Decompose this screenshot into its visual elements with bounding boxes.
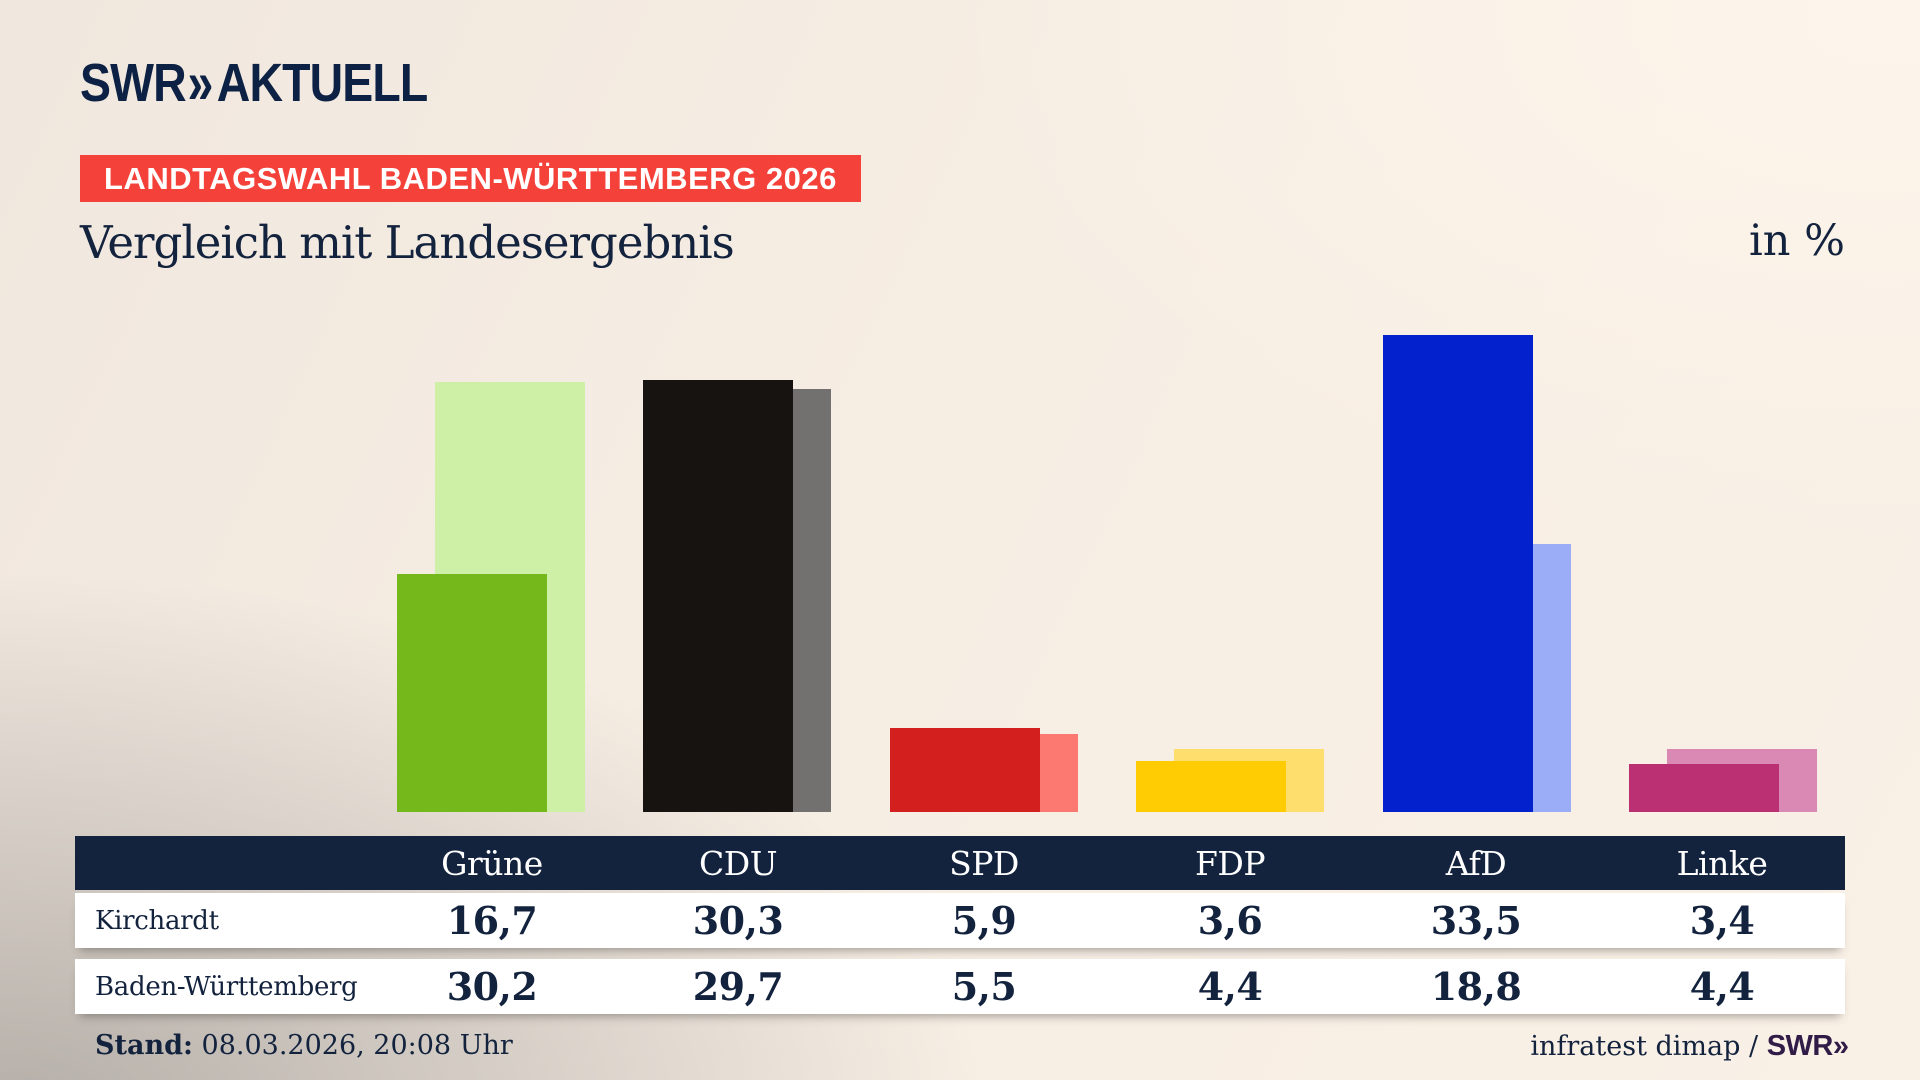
- column-header-spd: SPD: [949, 843, 1019, 883]
- column-header-fdp: FDP: [1194, 843, 1266, 883]
- logo-brand-text: SWR: [80, 53, 187, 113]
- bar-kirchardt-spd: [890, 728, 1040, 812]
- timestamp: Stand: 08.03.2026, 20:08 Uhr: [95, 1030, 513, 1061]
- swr-aktuell-logo: SWR» AKTUELL: [80, 49, 429, 116]
- footer: Stand: 08.03.2026, 20:08 Uhr infratest d…: [75, 1030, 1849, 1072]
- bar-kirchardt-gr-ne: [397, 574, 547, 812]
- value-kirchardt-fdp: 3,6: [1197, 898, 1263, 943]
- value-kirchardt-cdu: 30,3: [692, 898, 784, 943]
- source-brand: SWR»: [1766, 1030, 1849, 1062]
- table-row-baden-wuerttemberg: Baden-Württemberg 30,2 29,7 5,5 4,4 18,8…: [75, 959, 1845, 1014]
- value-kirchardt-spd: 5,9: [951, 898, 1017, 943]
- table-row-kirchardt: Kirchardt 16,7 30,3 5,9 3,6 33,5 3,4: [75, 893, 1845, 948]
- table-header-row: Grüne CDU SPD FDP AfD Linke: [75, 836, 1845, 890]
- source-text: infratest dimap /: [1530, 1031, 1767, 1062]
- value-kirchardt-afd: 33,5: [1430, 898, 1522, 943]
- value-bw-afd: 18,8: [1430, 964, 1522, 1009]
- source-brand-text: SWR: [1766, 1030, 1834, 1062]
- value-bw-gruene: 30,2: [446, 964, 538, 1009]
- stand-label: Stand:: [95, 1030, 193, 1061]
- value-bw-spd: 5,5: [951, 964, 1017, 1009]
- election-badge: LANDTAGSWAHL BADEN-WÜRTTEMBERG 2026: [80, 155, 861, 202]
- column-header-cdu: CDU: [698, 843, 778, 883]
- logo-title-text: AKTUELL: [216, 53, 429, 113]
- page-title: Vergleich mit Landesergebnis: [80, 216, 735, 269]
- value-bw-fdp: 4,4: [1197, 964, 1263, 1009]
- value-bw-linke: 4,4: [1689, 964, 1755, 1009]
- value-kirchardt-linke: 3,4: [1689, 898, 1755, 943]
- unit-label: in %: [1749, 216, 1845, 266]
- bar-kirchardt-afd: [1383, 335, 1533, 812]
- bar-chart: [75, 0, 1845, 812]
- column-header-gruene: Grüne: [441, 843, 543, 883]
- value-bw-cdu: 29,7: [692, 964, 784, 1009]
- source-credit: infratest dimap / SWR»: [1530, 1030, 1849, 1063]
- bar-kirchardt-cdu: [643, 380, 793, 812]
- column-header-afd: AfD: [1445, 843, 1507, 883]
- row-label: Baden-Württemberg: [95, 971, 358, 1002]
- source-chevron-icon: »: [1832, 1030, 1849, 1062]
- stand-value: 08.03.2026, 20:08 Uhr: [201, 1030, 513, 1061]
- row-label: Kirchardt: [95, 905, 219, 936]
- results-table: Grüne CDU SPD FDP AfD Linke Kirchardt 16…: [75, 836, 1845, 1014]
- bar-kirchardt-linke: [1629, 764, 1779, 812]
- bar-kirchardt-fdp: [1136, 761, 1286, 812]
- value-kirchardt-gruene: 16,7: [446, 898, 538, 943]
- column-header-linke: Linke: [1676, 843, 1768, 883]
